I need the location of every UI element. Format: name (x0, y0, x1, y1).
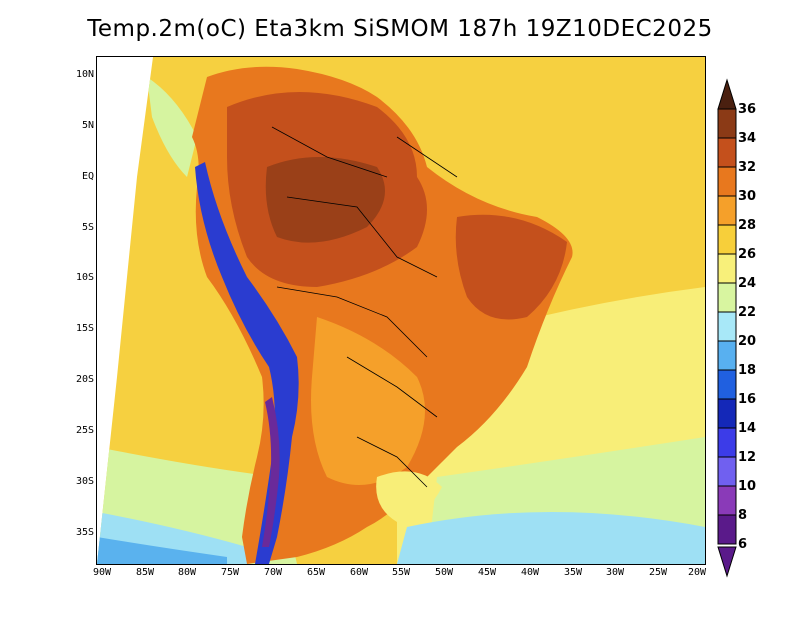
northeast-brazil-hot (455, 214, 567, 320)
lon-label: 85W (135, 567, 155, 578)
colorbar-label: 36 (738, 102, 757, 117)
lat-label: 30S (75, 476, 94, 487)
uruguay-mild (376, 471, 442, 522)
colorbar-label: 28 (738, 218, 757, 233)
temperature-map (96, 56, 706, 565)
colorbar-label: 10 (738, 479, 757, 494)
lat-label: 25S (75, 425, 94, 436)
colorbar-label: 32 (738, 160, 757, 175)
colorbar-label: 24 (738, 276, 757, 291)
lat-label: EQ (81, 171, 94, 182)
lon-label: 40W (520, 567, 540, 578)
lon-label: 55W (391, 567, 411, 578)
colorbar-label: 34 (738, 131, 757, 146)
lon-label: 60W (349, 567, 369, 578)
lon-label: 30W (605, 567, 625, 578)
amazon-hotter-region (265, 157, 385, 243)
lon-label: 80W (177, 567, 197, 578)
colorbar-label: 30 (738, 189, 757, 204)
colorbar-box (717, 253, 737, 284)
colorbar-box (717, 456, 737, 487)
colorbar-box (717, 369, 737, 400)
colorbar-label: 22 (738, 305, 757, 320)
colorbar-label: 8 (738, 508, 748, 523)
map-title: Temp.2m(oC) Eta3km SiSMOM 187h 19Z10DEC2… (87, 16, 713, 42)
colorbar-top-arrow (717, 78, 737, 110)
colorbar-box (717, 137, 737, 168)
colorbar-box (717, 108, 737, 139)
lon-label: 90W (92, 567, 112, 578)
lat-label: 15S (75, 323, 94, 334)
colorbar-box (717, 485, 737, 516)
south-atlantic-cold (397, 512, 705, 564)
lon-label: 50W (434, 567, 454, 578)
colorbar-label: 6 (738, 537, 748, 552)
colorbar-box (717, 427, 737, 458)
colorbar-label: 26 (738, 247, 757, 262)
lat-label: 10N (75, 69, 94, 80)
colorbar-bottom-arrow (717, 546, 737, 578)
lat-label: 10S (75, 272, 94, 283)
lat-label: 5N (81, 120, 94, 131)
colorbar-box (717, 311, 737, 342)
southern-mild-region (311, 317, 425, 485)
lat-label: 5S (81, 222, 94, 233)
colorbar-label: 18 (738, 363, 757, 378)
colorbar-box (717, 398, 737, 429)
lon-label: 75W (220, 567, 240, 578)
country-borders (271, 126, 458, 488)
lat-label: 20S (75, 374, 94, 385)
colorbar-box (717, 282, 737, 313)
lat-label: 35S (75, 527, 94, 538)
colorbar-boxes (717, 108, 737, 545)
lon-label: 35W (563, 567, 583, 578)
lon-label: 45W (477, 567, 497, 578)
pacific-cool-strip (147, 77, 197, 177)
colorbar-label: 16 (738, 392, 757, 407)
colorbar-box (717, 166, 737, 197)
lon-label: 65W (306, 567, 326, 578)
lon-label: 20W (687, 567, 707, 578)
colorbar-label: 20 (738, 334, 757, 349)
colorbar-box (717, 224, 737, 255)
temperature-field (97, 57, 705, 564)
colorbar-box (717, 340, 737, 371)
colorbar-label: 14 (738, 421, 757, 436)
colorbar-label: 12 (738, 450, 757, 465)
lon-label: 70W (263, 567, 283, 578)
south-pacific-colder (97, 537, 227, 564)
lon-label: 25W (648, 567, 668, 578)
andes-coldest-ridge (262, 397, 280, 547)
colorbar-box (717, 514, 737, 545)
colorbar-box (717, 195, 737, 226)
